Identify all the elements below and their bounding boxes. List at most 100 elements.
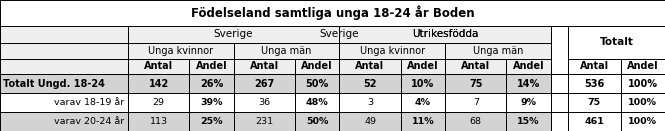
Bar (401, 74, 445, 93)
Bar (128, 74, 190, 93)
Text: 100%: 100% (628, 79, 658, 89)
Bar (339, 112, 401, 131)
Text: 113: 113 (150, 117, 168, 126)
Text: Utrikesfödda: Utrikesfödda (412, 29, 478, 39)
Text: 461: 461 (585, 117, 604, 126)
Text: 49: 49 (364, 117, 376, 126)
Bar (551, 26, 568, 74)
Text: 3: 3 (367, 98, 373, 107)
Bar (568, 59, 620, 74)
Bar (0, 26, 128, 43)
Bar (0, 112, 128, 131)
Bar (445, 59, 507, 74)
Bar (445, 93, 507, 112)
Bar (620, 59, 665, 74)
Text: 26%: 26% (200, 79, 223, 89)
Text: 15%: 15% (517, 117, 540, 126)
Text: Antal: Antal (461, 61, 490, 71)
Text: Antal: Antal (580, 61, 608, 71)
Text: 68: 68 (469, 117, 481, 126)
Bar (295, 93, 339, 112)
Text: 48%: 48% (306, 98, 329, 107)
Bar (339, 26, 551, 43)
Bar (507, 74, 551, 93)
Bar (401, 93, 445, 112)
Bar (233, 93, 295, 112)
Bar (0, 59, 128, 74)
Text: 36: 36 (258, 98, 271, 107)
Bar (620, 74, 665, 93)
Bar (128, 43, 233, 59)
Text: 4%: 4% (415, 98, 431, 107)
Text: Andel: Andel (196, 61, 227, 71)
Text: 29: 29 (152, 98, 164, 107)
Text: Antal: Antal (144, 61, 173, 71)
Bar (568, 112, 620, 131)
Bar (233, 59, 295, 74)
Bar (339, 93, 401, 112)
Text: 75: 75 (469, 79, 483, 89)
Text: Antal: Antal (250, 61, 279, 71)
Bar (339, 74, 401, 93)
Bar (507, 59, 551, 74)
Bar (295, 74, 339, 93)
Bar (339, 59, 401, 74)
Bar (233, 74, 295, 93)
Text: 10%: 10% (411, 79, 434, 89)
Text: Totalt: Totalt (599, 37, 633, 47)
Text: 7: 7 (473, 98, 479, 107)
Text: 39%: 39% (200, 98, 223, 107)
Text: Totalt Ungd. 18-24: Totalt Ungd. 18-24 (3, 79, 105, 89)
Bar (190, 112, 233, 131)
Bar (339, 26, 551, 43)
Text: Unga kvinnor: Unga kvinnor (360, 46, 425, 56)
Bar (0, 93, 128, 112)
Text: 267: 267 (254, 79, 275, 89)
Bar (401, 112, 445, 131)
Bar (128, 112, 190, 131)
Text: Sverige: Sverige (214, 29, 253, 39)
Text: Andel: Andel (301, 61, 333, 71)
Text: 100%: 100% (628, 98, 657, 107)
Bar (190, 74, 233, 93)
Bar (0, 0, 665, 26)
Bar (128, 93, 190, 112)
Text: 52: 52 (363, 79, 377, 89)
Bar (295, 59, 339, 74)
Text: varav 20-24 år: varav 20-24 år (55, 117, 124, 126)
Bar (190, 93, 233, 112)
Text: 536: 536 (584, 79, 604, 89)
Bar (445, 112, 507, 131)
Text: Andel: Andel (513, 61, 545, 71)
Text: Sverige: Sverige (320, 29, 359, 39)
Bar (401, 59, 445, 74)
Text: Andel: Andel (407, 61, 439, 71)
Text: Födelseland samtliga unga 18-24 år Boden: Födelseland samtliga unga 18-24 år Boden (191, 6, 474, 20)
Text: 75: 75 (588, 98, 600, 107)
Text: Unga män: Unga män (473, 46, 523, 56)
Bar (551, 93, 568, 112)
Bar (128, 59, 190, 74)
Bar (568, 74, 620, 93)
Text: 50%: 50% (306, 117, 329, 126)
Text: 25%: 25% (200, 117, 223, 126)
Text: 14%: 14% (517, 79, 540, 89)
Text: Andel: Andel (627, 61, 658, 71)
Bar (568, 93, 620, 112)
Text: 9%: 9% (521, 98, 537, 107)
Text: 231: 231 (255, 117, 273, 126)
Bar (233, 112, 295, 131)
Text: Unga kvinnor: Unga kvinnor (148, 46, 213, 56)
Bar (620, 93, 665, 112)
Text: 142: 142 (148, 79, 169, 89)
Bar (128, 26, 551, 43)
Bar (507, 93, 551, 112)
Bar (445, 74, 507, 93)
Bar (233, 43, 339, 59)
Text: Antal: Antal (356, 61, 384, 71)
Bar (445, 43, 551, 59)
Text: Utrikesfödda: Utrikesfödda (412, 29, 478, 39)
Text: Unga män: Unga män (261, 46, 312, 56)
Bar (551, 112, 568, 131)
Bar (0, 43, 128, 59)
